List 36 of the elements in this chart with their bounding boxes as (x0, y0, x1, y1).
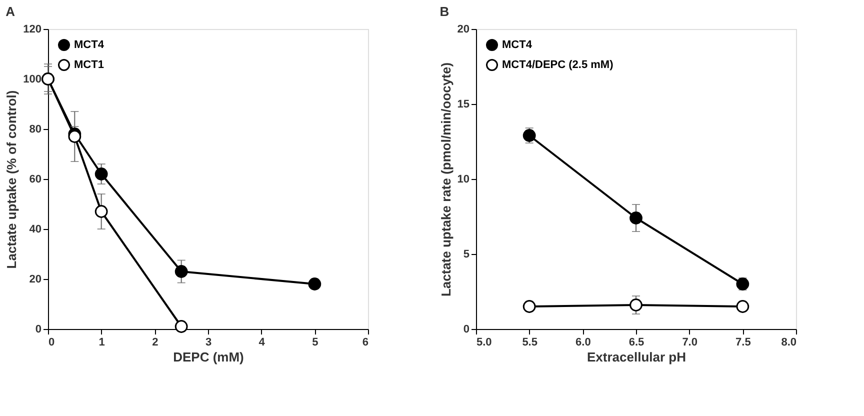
y-tick-label: 20 (29, 274, 42, 286)
legend-label: MCT1 (74, 59, 104, 71)
x-tick-label: 1 (98, 336, 105, 348)
y-tick-label: 5 (463, 248, 470, 260)
y-tick-label: 0 (463, 324, 470, 336)
y-tick-label: 20 (457, 24, 470, 36)
x-axis-title: Extracellular pH (587, 350, 686, 364)
x-tick-label: 8.0 (781, 336, 796, 348)
legend-label: MCT4 (74, 39, 105, 51)
x-tick-label: 5.5 (522, 336, 538, 348)
x-tick-label: 6.0 (576, 336, 591, 348)
y-axis-title: Lactate uptake rate (pmol/min/oocyte) (438, 62, 454, 297)
x-tick-label: 5.0 (476, 336, 492, 348)
x-tick-label: 5 (312, 336, 318, 348)
x-tick-label: 2 (152, 336, 158, 348)
x-tick-label: 7.5 (736, 336, 751, 348)
y-tick-label: 60 (29, 174, 42, 186)
y-tick-label: 40 (29, 224, 42, 236)
y-tick-label: 100 (23, 74, 42, 86)
legend-label: MCT4 (502, 39, 533, 51)
x-tick-label: 7.0 (682, 336, 698, 348)
legend-label: MCT4/DEPC (2.5 mM) (502, 59, 614, 71)
y-tick-label: 10 (457, 174, 470, 186)
chart-title: B (440, 4, 450, 19)
y-tick-label: 120 (23, 24, 42, 36)
x-tick-label: 0 (48, 336, 55, 348)
x-tick-label: 6.5 (628, 336, 644, 348)
x-tick-label: 6 (362, 336, 368, 348)
y-tick-label: 0 (35, 324, 42, 336)
chart-title: A (6, 4, 16, 19)
y-tick-label: 80 (29, 124, 42, 136)
y-tick-label: 15 (457, 98, 470, 110)
x-tick-label: 3 (205, 336, 212, 348)
y-axis-title: Lactate uptake (% of control) (4, 90, 20, 269)
x-axis-title: DEPC (mM) (173, 350, 244, 364)
x-tick-label: 4 (258, 336, 266, 348)
